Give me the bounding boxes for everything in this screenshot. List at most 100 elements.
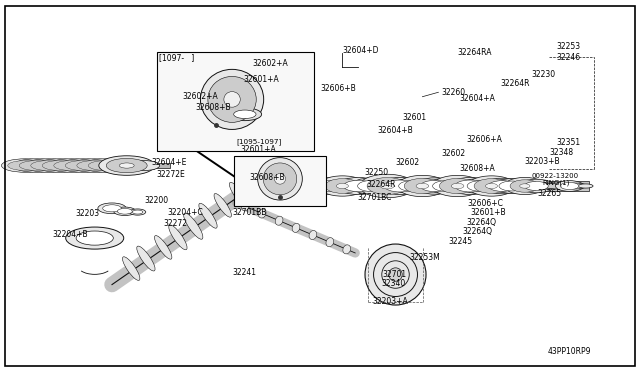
Text: 32701: 32701: [382, 270, 406, 279]
Ellipse shape: [359, 174, 415, 198]
Ellipse shape: [234, 110, 256, 119]
Ellipse shape: [467, 176, 516, 196]
Text: 32272: 32272: [163, 219, 187, 228]
Text: 32241: 32241: [232, 268, 256, 277]
Text: 32608+B: 32608+B: [195, 103, 231, 112]
Ellipse shape: [455, 180, 486, 192]
Ellipse shape: [389, 268, 402, 281]
Text: 32204+B: 32204+B: [52, 230, 88, 239]
Ellipse shape: [273, 178, 316, 194]
Text: 32602+A: 32602+A: [253, 59, 289, 68]
Text: 32606+C: 32606+C: [467, 199, 503, 208]
Ellipse shape: [88, 161, 124, 170]
Ellipse shape: [132, 210, 143, 214]
Ellipse shape: [77, 161, 113, 170]
Ellipse shape: [259, 209, 266, 218]
Ellipse shape: [184, 213, 203, 239]
Ellipse shape: [306, 178, 349, 194]
Ellipse shape: [119, 163, 134, 168]
Ellipse shape: [326, 238, 333, 247]
Text: 32606+A: 32606+A: [466, 135, 502, 144]
Ellipse shape: [42, 161, 78, 170]
Text: 32265: 32265: [538, 189, 562, 198]
Ellipse shape: [106, 158, 147, 173]
Ellipse shape: [99, 156, 155, 175]
Ellipse shape: [504, 177, 545, 195]
Ellipse shape: [129, 209, 146, 215]
Ellipse shape: [382, 261, 409, 288]
Ellipse shape: [416, 183, 429, 189]
Ellipse shape: [275, 173, 285, 184]
Ellipse shape: [257, 165, 274, 186]
Ellipse shape: [365, 244, 426, 305]
Bar: [234, 156, 326, 206]
Ellipse shape: [19, 161, 55, 170]
Ellipse shape: [24, 159, 73, 172]
Ellipse shape: [318, 176, 367, 196]
Ellipse shape: [280, 180, 309, 192]
Ellipse shape: [510, 180, 540, 192]
Text: 32608+A: 32608+A: [460, 164, 495, 173]
Text: 32246: 32246: [557, 53, 581, 62]
Ellipse shape: [214, 193, 232, 217]
Text: 32604+E: 32604+E: [152, 158, 187, 167]
Ellipse shape: [208, 76, 256, 122]
Ellipse shape: [102, 205, 122, 212]
Ellipse shape: [137, 246, 155, 271]
Ellipse shape: [397, 175, 448, 197]
Ellipse shape: [200, 69, 264, 129]
Bar: [275, 181, 589, 190]
Ellipse shape: [486, 183, 497, 189]
Ellipse shape: [82, 159, 131, 172]
Bar: [150, 163, 170, 168]
Ellipse shape: [343, 245, 351, 254]
Text: 32260: 32260: [442, 88, 466, 97]
Ellipse shape: [560, 182, 579, 189]
Ellipse shape: [432, 175, 483, 197]
Text: 32264Q: 32264Q: [462, 227, 492, 236]
Ellipse shape: [76, 231, 113, 245]
Text: 32272E: 32272E: [157, 170, 186, 179]
Ellipse shape: [8, 161, 44, 170]
Text: 32203+B: 32203+B: [525, 157, 561, 166]
Ellipse shape: [518, 179, 554, 193]
Ellipse shape: [367, 177, 407, 195]
Ellipse shape: [309, 231, 317, 240]
Ellipse shape: [451, 183, 464, 189]
Text: 32601+A: 32601+A: [240, 145, 276, 154]
Text: 32200: 32200: [145, 196, 169, 205]
Text: 32701BB: 32701BB: [232, 208, 267, 217]
Ellipse shape: [499, 181, 525, 191]
Text: 32602: 32602: [442, 149, 466, 158]
Ellipse shape: [493, 179, 531, 193]
Text: 32606+B: 32606+B: [320, 84, 356, 93]
Ellipse shape: [420, 180, 450, 192]
Ellipse shape: [228, 108, 262, 121]
Ellipse shape: [374, 253, 417, 296]
Ellipse shape: [224, 92, 240, 107]
Ellipse shape: [241, 202, 249, 211]
Text: [1095-1097]: [1095-1097]: [237, 138, 282, 145]
Ellipse shape: [31, 161, 67, 170]
Text: 00922-13200: 00922-13200: [531, 173, 579, 179]
Text: 32701BC: 32701BC: [357, 193, 392, 202]
Text: 32264Q: 32264Q: [466, 218, 496, 227]
Ellipse shape: [378, 177, 422, 195]
Ellipse shape: [467, 181, 495, 191]
Ellipse shape: [129, 161, 159, 170]
Ellipse shape: [117, 208, 132, 214]
Text: 32608+B: 32608+B: [250, 173, 285, 182]
Ellipse shape: [66, 227, 124, 249]
Text: 32253: 32253: [557, 42, 581, 51]
Ellipse shape: [1, 159, 50, 172]
Ellipse shape: [337, 183, 348, 189]
Ellipse shape: [543, 183, 573, 189]
Bar: [157, 52, 314, 151]
Ellipse shape: [358, 180, 387, 192]
Ellipse shape: [399, 181, 427, 191]
Ellipse shape: [275, 216, 283, 225]
Ellipse shape: [461, 178, 502, 194]
Text: 32348: 32348: [549, 148, 573, 157]
Text: 32230: 32230: [531, 70, 556, 79]
Text: 43PP10RP9: 43PP10RP9: [547, 347, 591, 356]
